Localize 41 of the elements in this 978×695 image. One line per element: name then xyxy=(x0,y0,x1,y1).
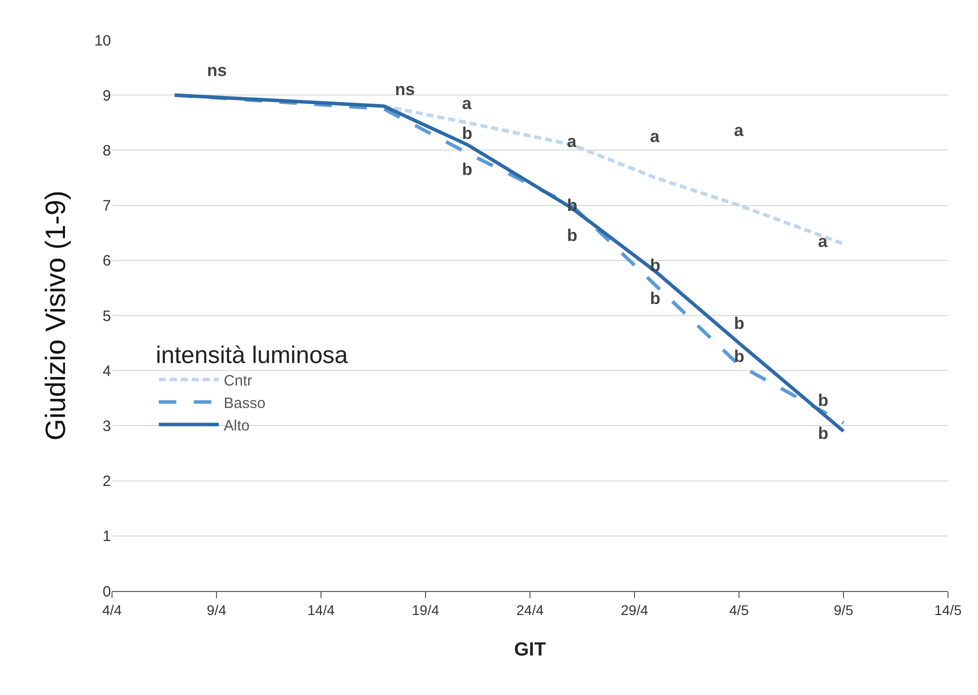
x-tick-label: 14/4 xyxy=(307,602,335,618)
x-tick-label: 9/4 xyxy=(206,602,226,618)
annotation: a xyxy=(567,132,577,151)
legend-label: Basso xyxy=(224,394,266,412)
y-tick-label: 10 xyxy=(94,32,111,50)
y-tick-label: 7 xyxy=(102,198,111,215)
annotation: a xyxy=(818,232,828,251)
y-axis-title: Giudizio Visivo (1-9) xyxy=(40,190,72,441)
y-tick-label: 2 xyxy=(102,473,111,490)
x-axis-title: GIT xyxy=(514,640,546,661)
annotation: a xyxy=(734,121,744,140)
y-tick-label: 6 xyxy=(102,252,111,270)
x-tick-label: 4/5 xyxy=(729,602,749,618)
legend-title: intensità luminosa xyxy=(156,342,349,370)
annotation: b xyxy=(650,289,660,308)
annotation: ns xyxy=(395,80,415,99)
annotation: a xyxy=(650,127,660,146)
y-tick-label: 9 xyxy=(102,87,111,104)
x-tick-label: 9/5 xyxy=(834,602,854,618)
annotation: a xyxy=(462,94,472,113)
y-tick-label: 8 xyxy=(102,142,111,160)
annotation: b xyxy=(734,314,744,333)
legend-label: Cntr xyxy=(224,372,252,390)
y-tick-label: 5 xyxy=(102,308,111,325)
y-tick-label: 1 xyxy=(102,528,111,546)
x-tick-label: 4/4 xyxy=(102,602,122,618)
x-tick-label: 29/4 xyxy=(620,602,648,618)
annotation: b xyxy=(734,347,744,366)
annotation: b xyxy=(462,160,472,179)
x-tick-label: 24/4 xyxy=(516,602,544,618)
x-tick-label: 19/4 xyxy=(412,602,440,618)
annotation: b xyxy=(818,391,828,410)
legend-label: Alto xyxy=(224,417,250,434)
x-tick-label: 14/5 xyxy=(934,602,962,618)
y-tick-label: 3 xyxy=(102,418,111,435)
y-tick-label: 0 xyxy=(102,583,111,600)
annotation: ns xyxy=(207,61,227,80)
annotation: b xyxy=(818,424,828,443)
annotation: b xyxy=(462,124,472,143)
annotation: b xyxy=(567,226,578,245)
y-tick-label: 4 xyxy=(102,362,111,380)
